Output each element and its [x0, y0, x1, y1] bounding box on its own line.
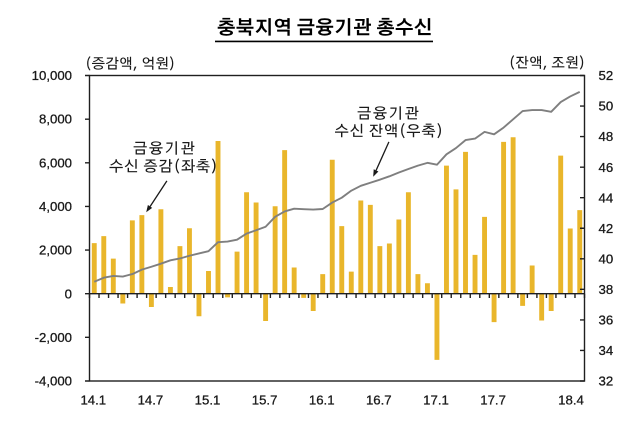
svg-text:15.7: 15.7: [252, 393, 278, 408]
svg-text:36: 36: [599, 313, 614, 328]
svg-text:4,000: 4,000: [39, 199, 72, 214]
svg-text:50: 50: [599, 99, 614, 114]
svg-text:40: 40: [599, 251, 614, 266]
svg-text:15.1: 15.1: [195, 393, 221, 408]
svg-text:0: 0: [65, 286, 72, 301]
svg-text:18.4: 18.4: [558, 393, 584, 408]
svg-text:44: 44: [599, 190, 614, 205]
svg-text:14.7: 14.7: [138, 393, 164, 408]
svg-text:8,000: 8,000: [39, 112, 72, 127]
svg-text:34: 34: [599, 343, 614, 358]
svg-text:14.1: 14.1: [80, 393, 106, 408]
svg-text:6,000: 6,000: [39, 155, 72, 170]
svg-text:2,000: 2,000: [39, 243, 72, 258]
svg-text:10,000: 10,000: [32, 68, 72, 83]
svg-text:-4,000: -4,000: [35, 374, 72, 389]
svg-text:-2,000: -2,000: [35, 330, 72, 345]
svg-text:16.1: 16.1: [309, 393, 335, 408]
svg-text:38: 38: [599, 282, 614, 297]
svg-text:48: 48: [599, 129, 614, 144]
svg-text:46: 46: [599, 160, 614, 175]
svg-text:16.7: 16.7: [366, 393, 392, 408]
svg-text:52: 52: [599, 68, 614, 83]
svg-text:32: 32: [599, 374, 614, 389]
svg-text:17.1: 17.1: [423, 393, 449, 408]
svg-text:17.7: 17.7: [480, 393, 506, 408]
svg-text:42: 42: [599, 221, 614, 236]
